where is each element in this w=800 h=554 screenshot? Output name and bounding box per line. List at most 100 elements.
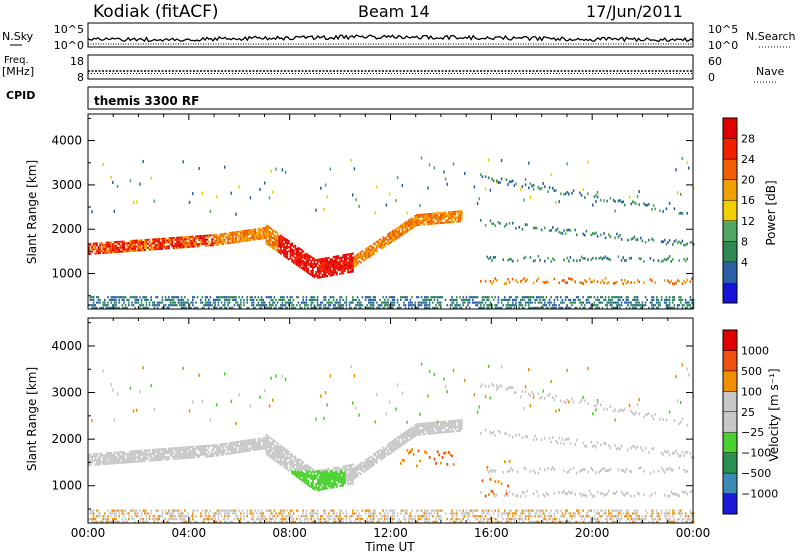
velocity-cell bbox=[177, 515, 180, 518]
power-cell bbox=[446, 182, 448, 186]
velocity-cell bbox=[398, 437, 401, 440]
power-cell bbox=[681, 306, 684, 309]
power-cell bbox=[600, 233, 602, 237]
power-cell bbox=[532, 187, 535, 191]
power-cell bbox=[297, 264, 300, 267]
power-cell bbox=[251, 298, 253, 301]
velocity-cell bbox=[299, 465, 301, 468]
power-cell bbox=[532, 281, 535, 285]
power-cell bbox=[481, 298, 484, 301]
power-cell bbox=[496, 279, 498, 282]
power-cell bbox=[411, 304, 413, 307]
velocity-cell bbox=[411, 517, 413, 521]
velocity-cell bbox=[254, 440, 257, 443]
power-cell bbox=[617, 255, 620, 259]
power-cell bbox=[268, 244, 271, 247]
velocity-cell bbox=[196, 445, 199, 448]
power-cell bbox=[436, 301, 439, 304]
power-cell bbox=[310, 264, 313, 266]
power-cell bbox=[180, 298, 183, 301]
power-cell bbox=[436, 222, 439, 225]
velocity-cell bbox=[388, 509, 391, 512]
velocity-cell bbox=[312, 481, 314, 484]
power-cell bbox=[382, 306, 384, 309]
velocity-cell bbox=[270, 446, 273, 449]
power-cell bbox=[132, 304, 135, 307]
power-cell bbox=[510, 258, 512, 261]
power-cell bbox=[300, 255, 303, 258]
power-cell bbox=[336, 259, 338, 262]
velocity-cell bbox=[233, 447, 236, 450]
velocity-cell bbox=[249, 404, 252, 408]
power-cell bbox=[603, 256, 605, 260]
velocity-cell bbox=[160, 448, 162, 451]
power-cell bbox=[547, 301, 549, 304]
power-cell bbox=[292, 304, 295, 307]
power-cell bbox=[459, 218, 461, 221]
power-cell bbox=[228, 296, 231, 299]
velocity-cell bbox=[259, 512, 261, 515]
power-cell bbox=[172, 247, 175, 249]
velocity-cell bbox=[404, 435, 407, 438]
velocity-cell bbox=[315, 485, 317, 488]
velocity-cell bbox=[433, 423, 436, 426]
velocity-cell bbox=[280, 517, 282, 521]
power-cell bbox=[129, 240, 132, 242]
velocity-cell bbox=[228, 448, 231, 451]
power-cell bbox=[411, 296, 413, 299]
power-cell bbox=[331, 296, 333, 299]
velocity-cell bbox=[110, 462, 113, 465]
power-cell bbox=[112, 245, 114, 248]
power-cell bbox=[232, 233, 234, 236]
power-cell bbox=[534, 306, 536, 309]
power-cell bbox=[462, 301, 464, 304]
power-cell bbox=[270, 245, 273, 248]
power-cell bbox=[385, 301, 388, 304]
power-cell bbox=[409, 226, 412, 229]
power-cell bbox=[91, 210, 93, 214]
power-cell bbox=[531, 301, 533, 304]
power-cell bbox=[294, 258, 297, 261]
power-cell bbox=[424, 298, 426, 301]
velocity-cell bbox=[305, 467, 308, 470]
power-cell bbox=[388, 234, 391, 237]
power-cell bbox=[286, 245, 289, 248]
power-cell bbox=[432, 212, 434, 215]
velocity-cell bbox=[316, 482, 319, 485]
power-cell bbox=[576, 259, 578, 263]
velocity-cell bbox=[94, 455, 97, 458]
velocity-cell bbox=[404, 517, 407, 521]
power-cell bbox=[385, 296, 388, 299]
velocity-cell bbox=[323, 512, 325, 515]
velocity-cell bbox=[358, 465, 361, 468]
power-cell bbox=[668, 306, 671, 309]
power-cell bbox=[494, 256, 496, 259]
velocity-cell bbox=[390, 517, 392, 521]
velocity-cell bbox=[409, 438, 412, 441]
power-cell bbox=[412, 222, 415, 225]
power-cell bbox=[254, 296, 256, 299]
velocity-cell bbox=[417, 431, 420, 434]
power-cell bbox=[208, 304, 210, 307]
power-cell bbox=[243, 238, 245, 240]
power-cell bbox=[116, 248, 119, 251]
power-cell bbox=[569, 277, 572, 281]
power-cell bbox=[254, 238, 257, 241]
power-cell bbox=[232, 241, 234, 244]
velocity-cell bbox=[324, 487, 327, 490]
freq-left-tick-top: 18 bbox=[70, 55, 84, 68]
power-cell bbox=[212, 301, 215, 304]
velocity-cell bbox=[201, 449, 204, 452]
power-cell bbox=[630, 281, 632, 284]
power-cell bbox=[230, 241, 233, 244]
power-cell bbox=[296, 255, 298, 258]
power-cell bbox=[243, 301, 245, 304]
velocity-cell bbox=[286, 462, 289, 465]
power-cell bbox=[296, 251, 298, 254]
power-cell bbox=[123, 250, 125, 253]
power-cell bbox=[273, 238, 276, 241]
power-cell bbox=[440, 296, 442, 299]
power-cell bbox=[116, 240, 119, 243]
power-cell bbox=[172, 241, 175, 243]
power-cell bbox=[352, 298, 354, 301]
